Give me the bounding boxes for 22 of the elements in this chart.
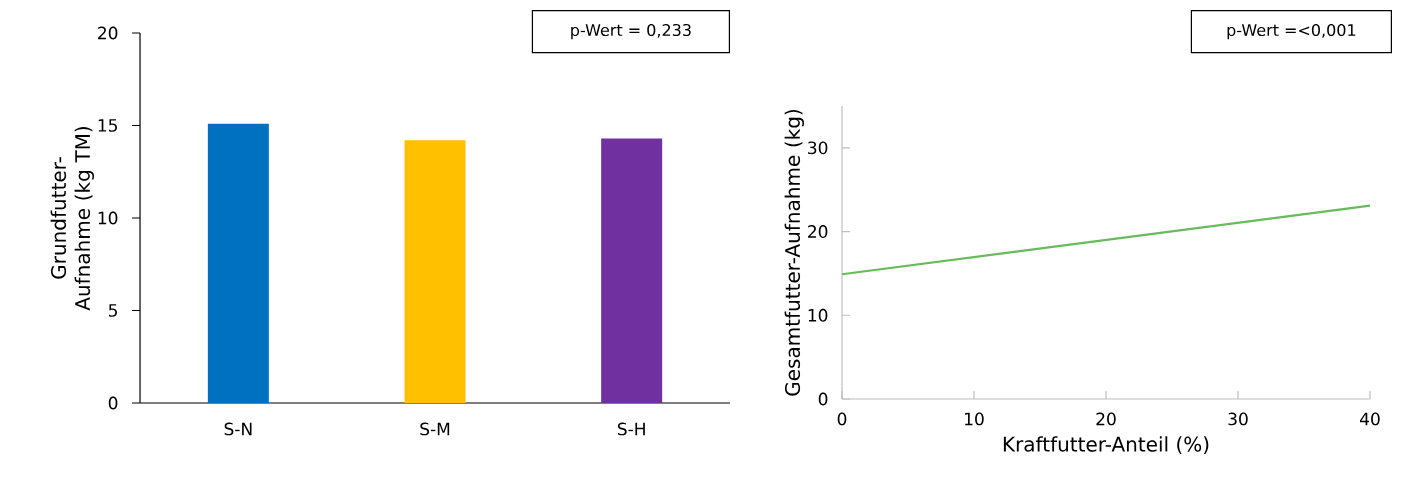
x-tick-label: 0 [837, 412, 847, 426]
y-axis-title: Grundfutter-Aufnahme (kg TM) [50, 126, 94, 311]
x-tick-label: S-H [617, 422, 645, 436]
y-tick-label: 0 [818, 392, 828, 406]
annotation: p-Wert = 0,233 [571, 23, 691, 40]
x-tick-label: 20 [1096, 412, 1116, 426]
y-axis-title: Gesamtfutter-Aufnahme (kg) [784, 109, 804, 396]
x-tick-label: S-N [224, 422, 252, 436]
text: p-Wert =<0,001 [1227, 23, 1356, 40]
y-tick-label: 20 [98, 26, 118, 40]
y-tick-label: 5 [108, 304, 117, 317]
y-tick-label: 10 [808, 308, 828, 322]
x-tick-label: 30 [1228, 412, 1248, 426]
y-tick-label: 0 [108, 396, 118, 410]
y-tick-label: 10 [98, 211, 118, 225]
x-tick-label: S-M [420, 422, 450, 436]
x-axis-title: Kraftfutter-Anteil (%) [1003, 436, 1209, 455]
y-tick-label: 20 [808, 225, 828, 238]
y-tick-label: 30 [808, 141, 828, 155]
x-tick-label: 40 [1360, 412, 1380, 426]
x-tick-label: 10 [965, 412, 984, 426]
y-tick-label: 15 [98, 119, 117, 132]
